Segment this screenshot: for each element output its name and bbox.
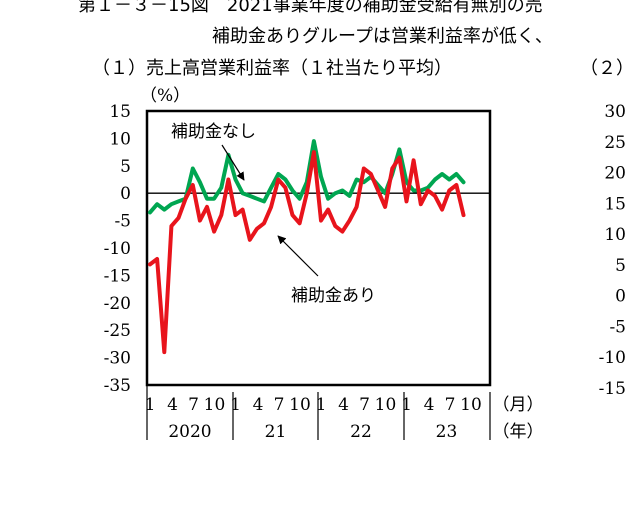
x-tick-month: 10 — [289, 395, 311, 415]
figure-subtitle: 補助金ありグループは営業利益率が低く、 — [212, 26, 553, 47]
y-tick-label: -35 — [104, 376, 131, 396]
x-tick-year: 2020 — [168, 422, 211, 442]
x-year-unit: （年） — [493, 422, 544, 442]
y-tick-label: -10 — [104, 239, 131, 259]
x-tick-month: 7 — [274, 395, 285, 415]
x-tick-year: 21 — [265, 422, 287, 442]
x-tick-month: 4 — [338, 395, 349, 415]
panel2-y-tick-label: 15 — [604, 194, 626, 214]
panel2-title: （２） — [580, 58, 626, 79]
x-tick-month: 10 — [204, 395, 226, 415]
x-tick-month: 7 — [445, 395, 456, 415]
panel2-y-tick-label: 25 — [604, 133, 626, 153]
x-tick-year: 22 — [350, 422, 372, 442]
leader-arrow-with-subsidy — [277, 235, 319, 277]
y-tick-label: 15 — [109, 102, 131, 122]
x-tick-month: 4 — [167, 395, 178, 415]
panel2-y-tick-label: -5 — [609, 317, 626, 337]
annotation-without-subsidy: 補助金なし — [171, 122, 256, 142]
panel2-y-tick-label: 5 — [615, 256, 626, 276]
panel2-y-tick-label: 0 — [615, 287, 626, 307]
x-tick-month: 10 — [375, 395, 397, 415]
panel2-y-tick-label: 30 — [604, 102, 626, 122]
y-tick-label: 10 — [109, 129, 131, 149]
panel2-y-tick-label: 20 — [604, 164, 626, 184]
y-tick-label: 5 — [120, 157, 131, 177]
x-tick-month: 1 — [401, 395, 412, 415]
x-tick-month: 10 — [460, 395, 482, 415]
x-tick-month: 1 — [316, 395, 327, 415]
x-month-unit: （月） — [493, 395, 544, 415]
annotation-with-subsidy: 補助金あり — [291, 286, 376, 306]
y-tick-label: -30 — [104, 349, 131, 369]
figure-title: 第１－３－15図 2021事業年度の補助金受給有無別の売 — [78, 0, 543, 16]
x-tick-month: 7 — [188, 395, 199, 415]
plot-frame — [145, 109, 492, 387]
x-tick-month: 4 — [253, 395, 264, 415]
x-tick-month: 4 — [424, 395, 435, 415]
y-tick-label: -25 — [104, 321, 131, 341]
x-tick-year: 23 — [436, 422, 458, 442]
x-tick-month: 1 — [145, 395, 156, 415]
panel2-y-tick-label: -10 — [599, 348, 626, 368]
y-tick-label: -15 — [104, 266, 131, 286]
panel1-title: （１）売上高営業利益率（１社当たり平均） — [92, 58, 452, 79]
y-tick-label: 0 — [120, 184, 131, 204]
x-tick-month: 1 — [230, 395, 241, 415]
leader-arrow-without-subsidy — [221, 144, 245, 181]
y-axis-unit: （%） — [140, 86, 190, 106]
y-tick-label: -20 — [104, 294, 131, 314]
x-tick-month: 7 — [359, 395, 370, 415]
panel2-y-tick-label: 10 — [604, 225, 626, 245]
series-line-with-subsidy — [148, 150, 466, 355]
panel2-y-tick-label: -15 — [599, 379, 626, 399]
y-tick-label: -5 — [114, 212, 131, 232]
